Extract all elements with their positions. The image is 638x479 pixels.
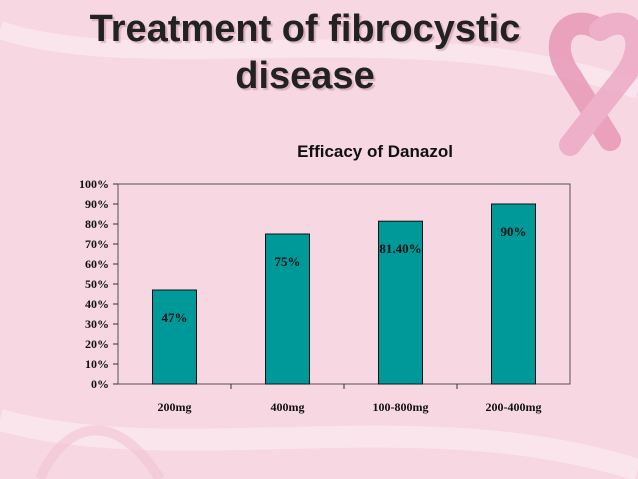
bar [152, 289, 197, 385]
data-label: 81.40% [379, 241, 421, 256]
slide-title-line2: disease [235, 55, 375, 97]
y-tick-label: 0% [91, 377, 109, 391]
y-tick-label: 80% [85, 217, 109, 231]
y-tick-label: 30% [85, 317, 109, 331]
slide-title: Treatment of fibrocystic disease [70, 6, 540, 100]
slide-title-line1: Treatment of fibrocystic [89, 8, 521, 50]
chart-title: Efficacy of Danazol [297, 142, 453, 161]
x-category-label: 200mg [158, 400, 192, 414]
y-tick-label: 20% [85, 337, 109, 351]
y-tick-label: 40% [85, 297, 109, 311]
y-tick-label: 50% [85, 277, 109, 291]
data-label: 90% [501, 224, 527, 239]
x-category-label: 400mg [271, 400, 305, 414]
bar [378, 220, 423, 385]
y-tick-label: 90% [85, 197, 109, 211]
x-category-label: 200-400mg [486, 400, 542, 414]
y-tick-label: 100% [79, 177, 109, 191]
y-tick-label: 60% [85, 257, 109, 271]
data-label: 75% [275, 254, 301, 269]
y-tick-label: 70% [85, 237, 109, 251]
y-tick-label: 10% [85, 357, 109, 371]
x-category-label: 100-800mg [373, 400, 429, 414]
bar [265, 233, 310, 385]
data-label: 47% [162, 310, 188, 325]
bar [491, 203, 536, 385]
